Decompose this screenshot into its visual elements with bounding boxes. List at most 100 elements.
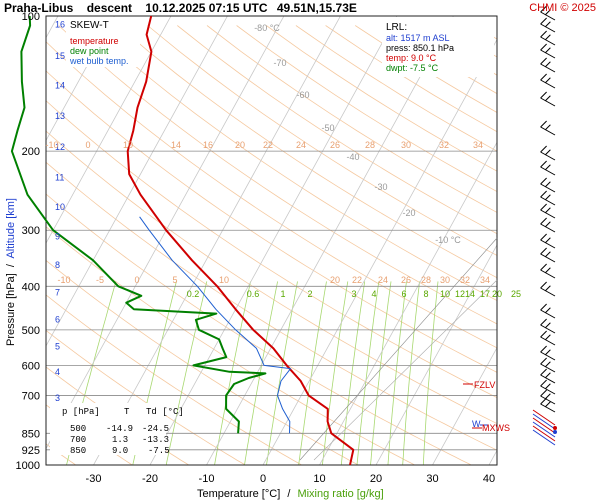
wind-barb-flag <box>545 9 551 16</box>
wind-barb-flag <box>540 330 547 338</box>
wind-barb <box>540 43 556 59</box>
wind-barb-flag <box>540 43 547 51</box>
wind-barb-shaft <box>540 79 556 89</box>
mxws-label: MXWS <box>482 423 510 433</box>
mixing-ratio-label: 10 <box>440 289 450 299</box>
table-cell: -14.9 <box>106 424 133 434</box>
table-cell: 9.0 <box>112 446 128 456</box>
dry-adiabat-line <box>295 25 497 152</box>
temperature-tick-label: -30 <box>86 473 102 485</box>
dry-adiabat-line <box>46 294 303 465</box>
wind-barb-flag <box>545 47 551 54</box>
parcel-line <box>313 279 498 461</box>
isotherm-label: -30 <box>374 182 387 192</box>
wind-barb <box>540 30 556 46</box>
mixing-ratio-label: 6 <box>401 289 406 299</box>
level-markers: FZLV W MXWS <box>463 380 510 433</box>
lrl-alt: alt: 1517 m ASL <box>386 33 450 43</box>
wind-barb-flag <box>540 91 547 99</box>
wind-barb-flag <box>545 361 551 368</box>
wind-barb-shaft <box>540 126 556 136</box>
dry-adiabat-line <box>46 329 246 465</box>
isotherm-line <box>46 16 172 245</box>
wind-barb-flag <box>540 233 547 241</box>
temperature-tick-label: 40 <box>483 473 495 485</box>
wind-barb <box>540 91 556 107</box>
lrl-box <box>382 17 494 77</box>
mixing-ratio-label: 12 <box>455 289 465 299</box>
wind-barb-flag <box>540 160 547 168</box>
wind-barb-shaft <box>540 287 556 297</box>
wind-barb-flag <box>545 61 551 68</box>
wind-barb <box>540 57 556 73</box>
wind-barb-flag <box>540 57 547 65</box>
wind-barb-flag <box>545 149 551 156</box>
wind-barb-shaft <box>540 196 556 206</box>
wind-barb-shaft <box>540 223 556 233</box>
pressure-tick-label: 200 <box>22 146 40 158</box>
table-header-p: p [hPa] <box>62 407 100 417</box>
xlabel-temp: Temperature [°C] <box>197 488 280 500</box>
wind-barb-shaft <box>540 239 556 249</box>
wind-barb <box>540 233 556 249</box>
wind-barb-shaft <box>540 183 556 193</box>
temperature-tick-label: -20 <box>142 473 158 485</box>
plot-border <box>45 15 498 466</box>
altitude-tick-label: 9 <box>55 231 60 241</box>
wind-barb-flag <box>540 30 547 38</box>
pressure-tick-label: 600 <box>22 360 40 372</box>
wind-barb-flag <box>540 368 547 376</box>
table-cell: -7.5 <box>148 446 170 456</box>
isotherm-label: -50 <box>321 123 334 133</box>
pressure-tick-label: 300 <box>22 225 40 237</box>
wind-barb-shaft <box>540 36 556 46</box>
adiabat-label: 30 <box>401 140 411 150</box>
isotherm-line <box>46 16 228 347</box>
wind-barb-flag <box>540 379 547 387</box>
wind-barb-flag <box>545 77 551 84</box>
title-position: 49.51N,15.73E <box>277 1 357 15</box>
dewpoint-line <box>10 15 267 434</box>
w-label: W <box>472 419 481 429</box>
altitude-tick-label: 11 <box>55 173 64 183</box>
profile-series <box>10 15 355 466</box>
wind-barb <box>540 303 556 319</box>
wind-barb-flag <box>540 190 547 198</box>
mixing-ratio-line <box>422 281 439 465</box>
wind-barb-shaft <box>540 11 556 21</box>
wind-marker-dot <box>553 426 557 430</box>
ylabel-pressure: Pressure [hPa] <box>5 273 17 346</box>
altitude-tick-label: 3 <box>55 393 60 403</box>
wind-barb-shaft <box>540 395 556 405</box>
dry-adiabat-line <box>46 130 497 424</box>
isotherm-label: -20 <box>402 208 415 218</box>
wind-barb-flag <box>540 303 547 311</box>
wind-barb-low <box>532 425 556 442</box>
wind-barb-shaft <box>540 309 556 319</box>
pressure-tick-label: 700 <box>22 390 40 402</box>
parcel-line <box>299 237 498 461</box>
legend-entry-temperature: temperature <box>70 36 119 46</box>
wind-barb-flag <box>540 120 547 128</box>
altitude-tick-label: 10 <box>55 202 65 212</box>
isotherm-line <box>206 16 454 465</box>
temperature-tick-label: 10 <box>313 473 325 485</box>
wind-barb <box>540 217 556 233</box>
mixing-ratio-label: 4 <box>371 289 376 299</box>
summary-table: p [hPa] T Td [°C] 500 -14.9 -24.5 700 1.… <box>50 403 184 456</box>
mixing-ratio-label: 17 <box>480 289 490 299</box>
wind-barb <box>540 318 556 334</box>
adiabat-label: 0 <box>85 140 90 150</box>
adiabat-label: 16 <box>203 140 213 150</box>
wind-barb-flag <box>545 372 551 379</box>
wind-barb-shaft <box>540 49 556 59</box>
pressure-tick-label: 850 <box>22 428 40 440</box>
wind-barb-flag <box>545 307 551 314</box>
isotherm-label: -40 <box>346 152 359 162</box>
lrl-press: press: 850.1 hPa <box>386 43 454 53</box>
table-header-t: T <box>124 407 130 417</box>
wind-barb-flag <box>540 17 547 25</box>
altitude-tick-label: 12 <box>55 142 65 152</box>
wind-barb-flag <box>540 203 547 211</box>
wind-barb-flag <box>545 251 551 258</box>
